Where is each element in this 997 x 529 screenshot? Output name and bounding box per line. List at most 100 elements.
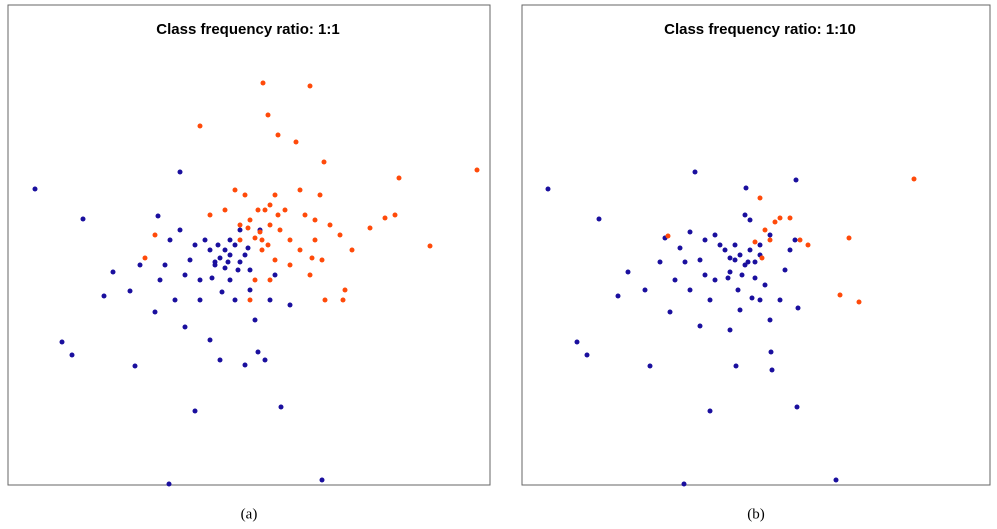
point bbox=[255, 349, 261, 355]
point bbox=[247, 267, 253, 273]
point bbox=[272, 272, 278, 278]
point bbox=[846, 235, 852, 241]
point bbox=[222, 247, 228, 253]
point bbox=[681, 481, 687, 487]
point bbox=[182, 324, 188, 330]
point bbox=[267, 297, 273, 303]
point bbox=[805, 242, 811, 248]
point bbox=[297, 187, 303, 193]
point bbox=[777, 215, 783, 221]
point bbox=[132, 363, 138, 369]
point bbox=[732, 242, 738, 248]
point bbox=[69, 352, 75, 358]
point bbox=[777, 297, 783, 303]
point bbox=[152, 309, 158, 315]
point bbox=[127, 288, 133, 294]
point bbox=[327, 222, 333, 228]
point bbox=[337, 232, 343, 238]
point bbox=[187, 257, 193, 263]
point bbox=[275, 212, 281, 218]
point bbox=[615, 293, 621, 299]
point bbox=[252, 235, 258, 241]
point bbox=[762, 282, 768, 288]
point bbox=[735, 287, 741, 293]
point bbox=[727, 255, 733, 261]
point bbox=[739, 272, 745, 278]
point bbox=[687, 287, 693, 293]
point bbox=[275, 132, 281, 138]
point bbox=[282, 207, 288, 213]
point bbox=[245, 225, 251, 231]
point bbox=[769, 367, 775, 373]
point bbox=[742, 212, 748, 218]
point bbox=[757, 297, 763, 303]
chart-title: Class frequency ratio: 1:10 bbox=[664, 21, 856, 38]
point bbox=[837, 292, 843, 298]
point bbox=[242, 192, 248, 198]
point bbox=[227, 277, 233, 283]
point bbox=[207, 212, 213, 218]
point bbox=[797, 237, 803, 243]
point bbox=[782, 267, 788, 273]
point bbox=[297, 247, 303, 253]
point bbox=[219, 289, 225, 295]
point bbox=[197, 123, 203, 129]
point bbox=[367, 225, 373, 231]
point bbox=[207, 247, 213, 253]
point bbox=[787, 247, 793, 253]
point bbox=[212, 262, 218, 268]
point bbox=[672, 277, 678, 283]
point bbox=[787, 215, 793, 221]
point bbox=[302, 212, 308, 218]
point bbox=[833, 477, 839, 483]
point bbox=[110, 269, 116, 275]
point bbox=[237, 222, 243, 228]
point bbox=[757, 242, 763, 248]
point bbox=[232, 187, 238, 193]
point bbox=[767, 237, 773, 243]
point bbox=[137, 262, 143, 268]
point bbox=[259, 237, 265, 243]
point bbox=[272, 257, 278, 263]
point bbox=[257, 229, 263, 235]
point bbox=[722, 247, 728, 253]
point bbox=[217, 255, 223, 261]
point bbox=[265, 242, 271, 248]
point bbox=[667, 309, 673, 315]
point bbox=[396, 175, 402, 181]
point bbox=[309, 255, 315, 261]
point bbox=[287, 302, 293, 308]
point bbox=[752, 239, 758, 245]
point bbox=[80, 216, 86, 222]
point bbox=[702, 272, 708, 278]
point bbox=[737, 252, 743, 258]
point bbox=[757, 195, 763, 201]
point bbox=[207, 337, 213, 343]
point bbox=[752, 259, 758, 265]
point bbox=[795, 305, 801, 311]
point bbox=[307, 272, 313, 278]
point bbox=[762, 227, 768, 233]
point bbox=[317, 192, 323, 198]
point bbox=[166, 481, 172, 487]
point bbox=[312, 217, 318, 223]
point bbox=[321, 159, 327, 165]
point bbox=[312, 237, 318, 243]
point bbox=[677, 245, 683, 251]
point bbox=[172, 297, 178, 303]
point bbox=[747, 217, 753, 223]
point bbox=[692, 169, 698, 175]
point bbox=[712, 277, 718, 283]
point bbox=[32, 186, 38, 192]
point bbox=[182, 272, 188, 278]
point bbox=[647, 363, 653, 369]
point bbox=[222, 207, 228, 213]
point bbox=[242, 252, 248, 258]
panel-frame bbox=[7, 4, 491, 486]
point bbox=[237, 259, 243, 265]
point bbox=[232, 297, 238, 303]
point bbox=[192, 242, 198, 248]
point bbox=[215, 242, 221, 248]
point bbox=[217, 357, 223, 363]
point bbox=[856, 299, 862, 305]
